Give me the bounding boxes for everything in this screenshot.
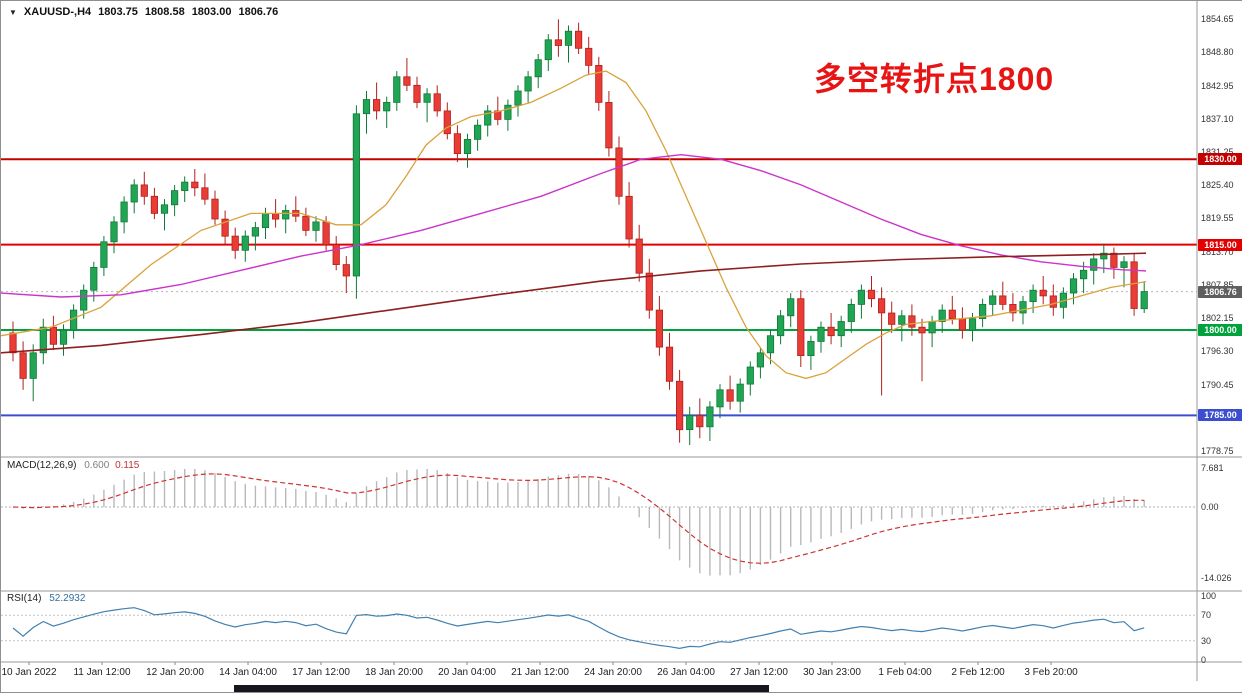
chart-ohlc-header: ▼ XAUUSD-,H4 1803.75 1808.58 1803.00 180…	[9, 6, 278, 18]
price-tick-label: 1842.95	[1201, 80, 1234, 91]
price-tick-label: 1813.70	[1201, 246, 1234, 257]
price-badge-1830.00: 1830.00	[1198, 153, 1242, 166]
macd-indicator-label: MACD(12,26,9) 0.600 0.115	[7, 460, 139, 471]
macd-name: MACD(12,26,9)	[7, 460, 77, 471]
time-axis-label: 10 Jan 2022	[1, 667, 57, 678]
price-tick-label: 1807.85	[1201, 279, 1234, 290]
price-badge-1815.00: 1815.00	[1198, 238, 1242, 251]
macd-signal-value: 0.115	[115, 460, 140, 471]
time-axis-label: 30 Jan 23:00	[803, 667, 861, 678]
rsi-value: 52.2932	[49, 593, 86, 604]
rsi-name: RSI(14)	[7, 593, 42, 604]
rsi-axis-label: 30	[1201, 635, 1212, 646]
price-tick-label: 1825.40	[1201, 180, 1234, 191]
time-axis-label: 26 Jan 04:00	[657, 667, 715, 678]
rsi-indicator-label: RSI(14) 52.2932	[7, 593, 85, 604]
time-axis-label: 2 Feb 12:00	[951, 667, 1005, 678]
price-tick-label: 1796.30	[1201, 346, 1234, 357]
macd-axis-label: 7.681	[1201, 463, 1224, 474]
rsi-line	[12, 607, 1145, 650]
rsi-axis-label: 100	[1201, 591, 1217, 601]
price-tick-label: 1778.75	[1201, 446, 1234, 456]
price-tick-label: 1819.55	[1201, 213, 1234, 224]
ohlc-low-value: 1803.00	[191, 6, 232, 18]
time-axis-label: 20 Jan 04:00	[438, 667, 496, 678]
time-axis-label: 11 Jan 12:00	[73, 667, 131, 678]
time-axis-label: 14 Jan 04:00	[219, 667, 277, 678]
ohlc-high-value: 1808.58	[144, 6, 185, 18]
time-axis-label: 24 Jan 20:00	[584, 667, 642, 678]
ma-gold-line	[1, 70, 1147, 380]
macd-histogram	[22, 468, 1145, 576]
price-tick-label: 1831.25	[1201, 146, 1234, 157]
time-axis-label: 21 Jan 12:00	[511, 667, 569, 678]
time-axis-label: 27 Jan 12:00	[730, 667, 788, 678]
price-badge-1785.00: 1785.00	[1198, 409, 1242, 422]
time-axis-label: 1 Feb 04:00	[878, 667, 932, 678]
ohlc-open-value: 1803.75	[98, 6, 138, 18]
current-price-badge: 1806.76	[1198, 285, 1242, 298]
chart-expander-icon[interactable]: ▼	[9, 7, 17, 17]
time-axis-label: 18 Jan 20:00	[365, 667, 423, 678]
price-tick-label: 1837.10	[1201, 113, 1234, 124]
macd-axis-label: 0.00	[1201, 502, 1219, 512]
chart-symbol-timeframe: XAUUSD-,H4	[23, 6, 92, 18]
price-tick-label: 1854.65	[1201, 14, 1234, 24]
macd-signal-line	[12, 473, 1145, 564]
chart-annotation-text: 多空转折点1800	[814, 61, 1055, 97]
price-badge-1800.00: 1800.00	[1198, 324, 1242, 337]
time-axis-label: 12 Jan 20:00	[146, 667, 204, 678]
rsi-axis-label: 70	[1201, 610, 1212, 621]
time-axis-label: 3 Feb 20:00	[1024, 667, 1078, 678]
ma-darkred-line	[1, 252, 1147, 354]
macd-main-value: 0.600	[84, 460, 110, 471]
macd-axis-label: -14.026	[1201, 573, 1232, 583]
ma-magenta-line	[1, 153, 1147, 298]
price-tick-label: 1790.45	[1201, 379, 1234, 390]
ohlc-close-value: 1806.76	[238, 6, 279, 18]
taskbar-fragment	[234, 685, 769, 692]
price-tick-label: 1802.15	[1201, 313, 1234, 324]
time-axis-label: 17 Jan 12:00	[292, 667, 350, 678]
rsi-axis-label: 0	[1201, 655, 1207, 665]
price-tick-label: 1848.80	[1201, 47, 1234, 58]
